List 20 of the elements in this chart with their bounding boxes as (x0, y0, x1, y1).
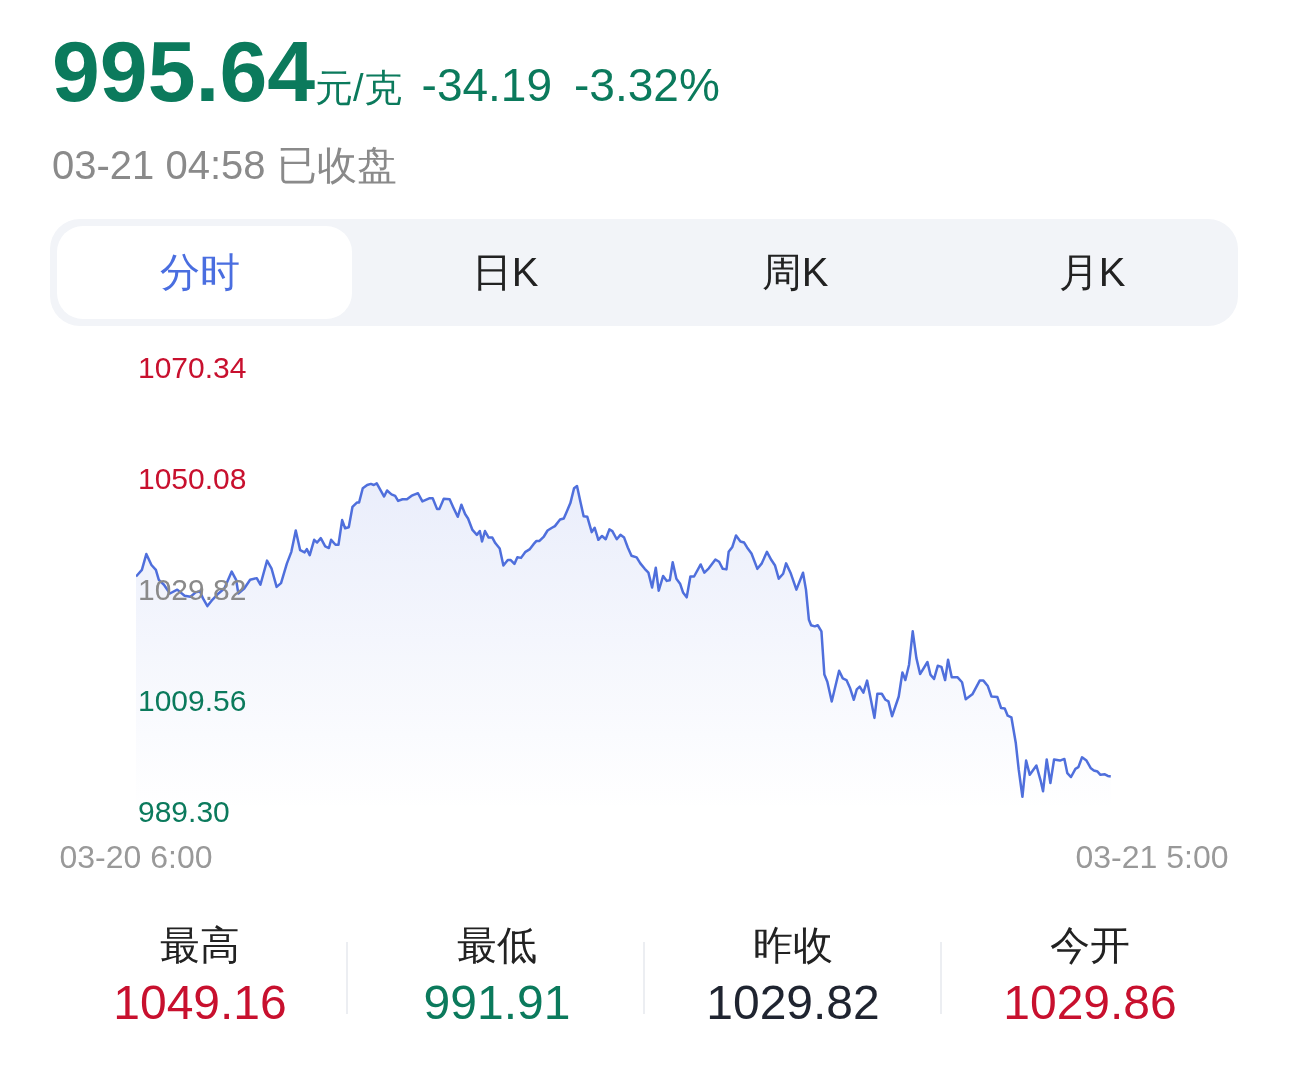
chart-title: 995.64 (52, 22, 316, 121)
tab-bar: 分时 日K 周K 月K (50, 219, 1238, 326)
x-tick-label: 03-21 5:00 (1075, 839, 1229, 875)
chart-subtitle: 03-21 04:58 已收盘 (52, 142, 397, 189)
y-tick-label: 1070.34 (138, 350, 247, 384)
text: 昨收 (752, 922, 834, 969)
text: 最低 (456, 922, 538, 969)
text: 1049.16 (112, 975, 288, 1031)
y-tick-label: 1050.08 (138, 461, 247, 495)
text: 991.91 (422, 975, 572, 1031)
text: 最高 (159, 922, 241, 969)
text: -34.19 (421, 58, 553, 112)
x-tick-label: 03-20 6:00 (59, 839, 213, 875)
text: 元/克 (315, 66, 402, 111)
text: 今开 (1049, 922, 1131, 969)
text: 1029.86 (1002, 975, 1178, 1031)
text: 1029.82 (705, 975, 881, 1031)
text: -3.32% (574, 58, 720, 112)
y-tick-label: 989.30 (138, 794, 230, 828)
y-tick-label: 1009.56 (138, 683, 247, 717)
